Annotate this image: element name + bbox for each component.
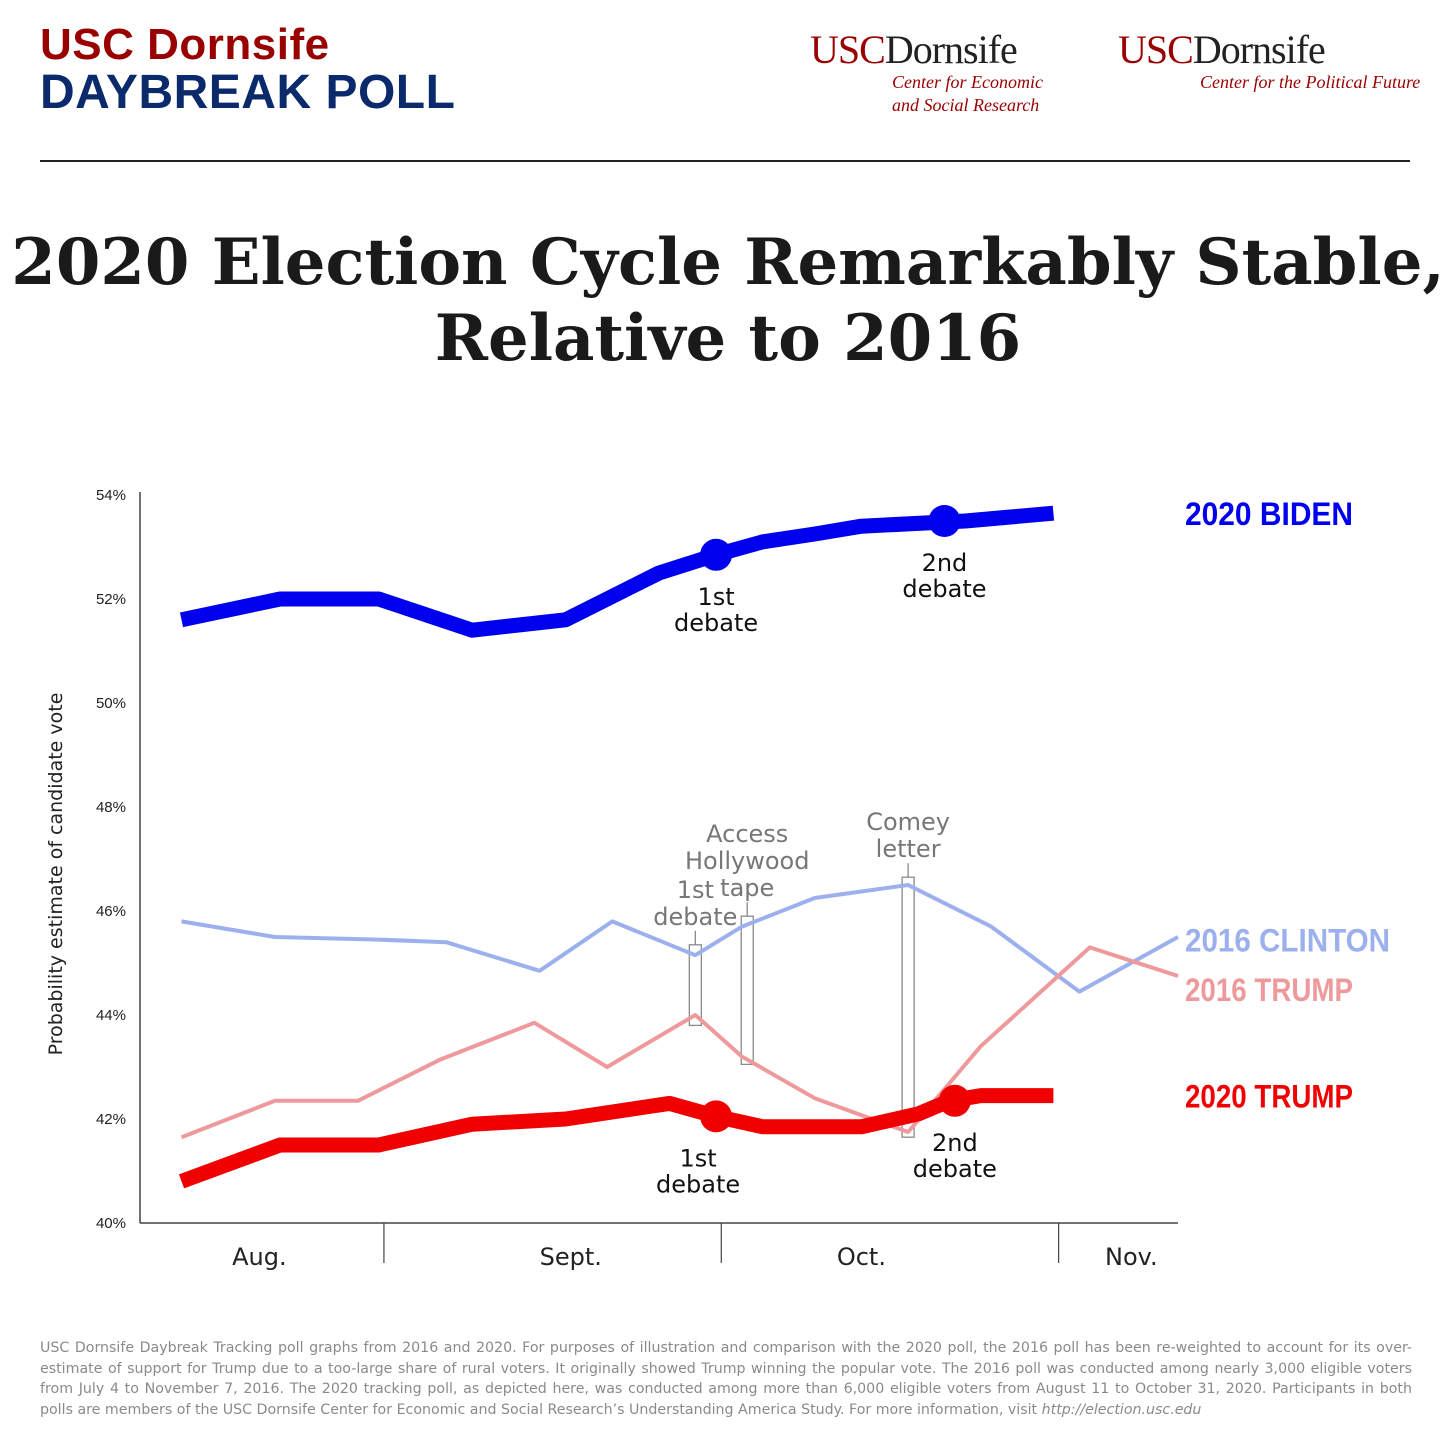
line-chart: 40% 42% 44% 46% 48% 50% 52% 54% Probability esti…: [45, 487, 1390, 1271]
event-label: debate: [653, 903, 737, 931]
series-label-trump2016: 2016 TRUMP: [1185, 972, 1353, 1008]
y-tick-label: 54%: [96, 487, 126, 504]
brand-line-daybreak-poll: DAYBREAK POLL: [40, 66, 456, 120]
footnote-url[interactable]: http://election.usc.edu: [1041, 1401, 1202, 1418]
debate-marker-label: 1st: [697, 583, 734, 611]
debate-marker-biden2020: [928, 505, 961, 537]
brand-wordmark: USC Dornsife DAYBREAK POLL: [40, 20, 456, 120]
logo-center-economic-social-research: USCDornsife Center for Economic and Soci…: [810, 30, 1043, 115]
logo2-subtitle: Center for the Political Future: [1200, 72, 1421, 92]
event-label: letter: [876, 835, 941, 863]
series-line-clinton2016: [181, 883, 1179, 994]
logo-center-political-future: USCDornsife Center for the Political Fut…: [1118, 30, 1420, 93]
logo1-mark-usc: USC: [810, 27, 886, 72]
debate-marker-label: debate: [913, 1155, 997, 1183]
event-label: Hollywood: [685, 847, 810, 875]
logo1-mark: USCDornsife: [810, 30, 1043, 70]
y-tick-label: 48%: [96, 799, 126, 816]
header-divider: [40, 160, 1410, 162]
event-label: Access: [706, 820, 788, 848]
y-tick-label: 46%: [96, 903, 126, 920]
series-label-clinton2016: 2016 CLINTON: [1185, 923, 1390, 959]
event-label: Comey: [866, 808, 950, 836]
logo1-subtitle-1: Center for Economic: [892, 72, 1043, 92]
y-tick-label: 50%: [96, 695, 126, 712]
series-line-biden2020: [179, 505, 1055, 638]
logo2-mark-usc: USC: [1118, 27, 1194, 72]
x-month-label: Aug.: [232, 1243, 287, 1271]
footnote-text: USC Dornsife Daybreak Tracking poll grap…: [40, 1340, 1412, 1418]
title-line-1: 2020 Election Cycle Remarkably Stable,: [11, 225, 1445, 300]
series-label-biden2020: 2020 BIDEN: [1185, 496, 1353, 532]
series-line-trump2016: [180, 945, 1179, 1140]
debate-marker-label: debate: [674, 609, 758, 637]
y-tick-label: 44%: [96, 1007, 126, 1024]
page-title: 2020 Election Cycle Remarkably Stable, R…: [0, 225, 1456, 376]
x-month-label: Sept.: [540, 1243, 602, 1271]
title-line-2: Relative to 2016: [434, 300, 1022, 376]
x-month-label: Oct.: [837, 1243, 886, 1271]
event-label: 1st: [677, 876, 714, 904]
debate-marker-biden2020: [700, 538, 733, 571]
x-month-label: Nov.: [1105, 1243, 1158, 1271]
logo1-subtitle-2: and Social Research: [892, 94, 1040, 115]
logo2-mark-dornsife: Dornsife: [1192, 27, 1326, 72]
y-axis-title: Probability estimate of candidate vote: [45, 693, 67, 1056]
y-tick-label: 42%: [96, 1111, 126, 1128]
debate-marker-label: 2nd: [922, 549, 968, 577]
logo2-mark: USCDornsife: [1118, 30, 1420, 70]
footnote: USC Dornsife Daybreak Tracking poll grap…: [40, 1338, 1412, 1420]
event-label: tape: [720, 874, 774, 902]
debate-marker-label: 2nd: [932, 1129, 978, 1157]
debate-marker-label: debate: [656, 1170, 740, 1198]
event-marker-box: [740, 915, 754, 1066]
event-marker-box: [901, 876, 915, 1138]
debate-marker-trump2020: [938, 1084, 971, 1117]
y-tick-label: 40%: [96, 1215, 126, 1232]
debate-marker-trump2020: [700, 1100, 733, 1133]
logo1-mark-dornsife: Dornsife: [884, 27, 1018, 72]
series-label-trump2020: 2020 TRUMP: [1185, 1079, 1353, 1115]
y-tick-label: 52%: [96, 591, 126, 608]
debate-marker-label: 1st: [679, 1144, 716, 1172]
brand-line-usc-dornsife: USC Dornsife: [40, 20, 330, 69]
debate-marker-label: debate: [902, 575, 986, 603]
